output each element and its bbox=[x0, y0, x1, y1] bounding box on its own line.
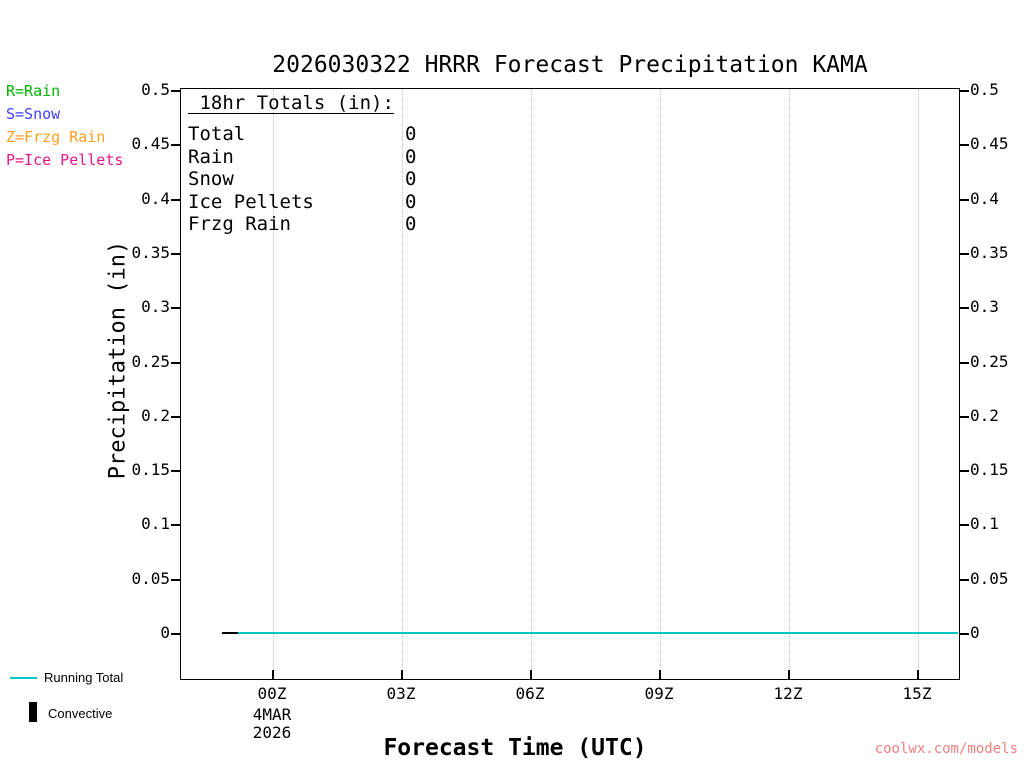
chart-title: 2026030322 HRRR Forecast Precipitation K… bbox=[272, 52, 868, 78]
totals-row-label: Frzg Rain bbox=[188, 213, 291, 235]
x-tick-mark bbox=[788, 670, 790, 679]
totals-row-label: Ice Pellets bbox=[188, 190, 314, 213]
y-tick-label-left: 0.1 bbox=[141, 514, 170, 533]
y-tick-label-left: 0.4 bbox=[141, 189, 170, 208]
x-tick-mark bbox=[401, 670, 403, 679]
precip-type-legend: R=Rain S=Snow Z=Frzg Rain P=Ice Pellets bbox=[6, 80, 123, 172]
x-axis-date-day: 4MAR bbox=[252, 705, 292, 724]
y-tick-label-right: 0.35 bbox=[970, 243, 1009, 262]
y-tick-mark-right bbox=[960, 253, 969, 255]
y-tick-label-left: 0.5 bbox=[141, 80, 170, 99]
plot-area bbox=[171, 88, 969, 680]
gridline bbox=[531, 89, 532, 679]
y-tick-mark-right bbox=[960, 90, 969, 92]
x-tick-mark bbox=[530, 670, 532, 679]
x-tick-label: 12Z bbox=[773, 684, 803, 703]
totals-heading: 18hr Totals (in): bbox=[188, 92, 394, 114]
x-tick-mark bbox=[272, 670, 274, 679]
totals-row: Total 0 bbox=[188, 123, 416, 146]
totals-row-value: 0 bbox=[405, 145, 417, 168]
x-tick-mark bbox=[659, 670, 661, 679]
y-tick-mark-right bbox=[960, 307, 969, 309]
gridline bbox=[789, 89, 790, 679]
y-tick-label-left: 0.25 bbox=[131, 352, 170, 371]
y-tick-mark-left bbox=[171, 307, 180, 309]
legend-snow: S=Snow bbox=[6, 105, 61, 123]
y-tick-label-right: 0.3 bbox=[970, 297, 999, 316]
gridline bbox=[273, 89, 274, 679]
y-tick-mark-left bbox=[171, 253, 180, 255]
convective-legend-label: Convective bbox=[48, 706, 113, 721]
y-tick-mark-left bbox=[171, 633, 180, 635]
y-tick-mark-left bbox=[171, 199, 180, 201]
x-tick-label: 03Z bbox=[386, 684, 416, 703]
y-tick-label-left: 0.2 bbox=[141, 406, 170, 425]
x-tick-label: 15Z bbox=[902, 684, 932, 703]
y-tick-mark-left bbox=[171, 90, 180, 92]
total-line-start-marker bbox=[222, 632, 238, 634]
totals-row-label: Rain bbox=[188, 145, 234, 168]
watermark: coolwx.com/models bbox=[874, 741, 1018, 757]
gridline bbox=[918, 89, 919, 679]
y-tick-mark-left bbox=[171, 416, 180, 418]
y-tick-label-left: 0.05 bbox=[131, 569, 170, 588]
y-tick-mark-left bbox=[171, 524, 180, 526]
y-tick-mark-right bbox=[960, 199, 969, 201]
legend-ice-pellets: P=Ice Pellets bbox=[6, 151, 124, 169]
legend-rain: R=Rain bbox=[6, 82, 61, 100]
y-tick-mark-left bbox=[171, 362, 180, 364]
totals-row-label: Total bbox=[188, 123, 246, 145]
y-tick-label-right: 0.1 bbox=[970, 514, 999, 533]
totals-row: Frzg Rain 0 bbox=[188, 213, 416, 236]
y-tick-label-left: 0.3 bbox=[141, 297, 170, 316]
running-total-legend-label: Running Total bbox=[44, 670, 124, 685]
y-tick-mark-right bbox=[960, 362, 969, 364]
totals-row-label: Snow bbox=[188, 168, 234, 190]
totals-row: Snow 0 bbox=[188, 168, 416, 191]
x-axis-label: Forecast Time (UTC) bbox=[383, 735, 647, 761]
legend-frzg-rain: Z=Frzg Rain bbox=[6, 128, 106, 146]
y-tick-label-right: 0.2 bbox=[970, 406, 999, 425]
x-tick-mark bbox=[917, 670, 919, 679]
totals-row-value: 0 bbox=[405, 213, 417, 235]
totals-panel: 18hr Totals (in): Total 0 Rain 0 Snow 0 … bbox=[188, 92, 416, 236]
y-tick-mark-right bbox=[960, 416, 969, 418]
running-total-line-swatch bbox=[10, 677, 37, 679]
y-tick-label-right: 0.45 bbox=[970, 134, 1009, 153]
y-tick-label-left: 0.45 bbox=[131, 134, 170, 153]
y-tick-mark-right bbox=[960, 633, 969, 635]
totals-row: Ice Pellets 0 bbox=[188, 190, 416, 214]
y-tick-mark-right bbox=[960, 470, 969, 472]
y-tick-label-left: 0.15 bbox=[131, 460, 170, 479]
convective-bar-swatch bbox=[29, 702, 37, 722]
y-tick-label-left: 0 bbox=[160, 623, 170, 642]
y-tick-mark-right bbox=[960, 524, 969, 526]
y-tick-label-right: 0.25 bbox=[970, 352, 1009, 371]
y-tick-label-right: 0.05 bbox=[970, 569, 1009, 588]
y-tick-mark-right bbox=[960, 144, 969, 146]
y-tick-mark-right bbox=[960, 579, 969, 581]
x-axis-date-year: 2026 bbox=[252, 723, 292, 742]
totals-row-value: 0 bbox=[405, 190, 417, 213]
totals-row: Rain 0 bbox=[188, 145, 416, 169]
y-tick-label-right: 0 bbox=[970, 623, 980, 642]
gridline bbox=[660, 89, 661, 679]
y-tick-mark-left bbox=[171, 579, 180, 581]
y-tick-mark-left bbox=[171, 470, 180, 472]
y-tick-label-left: 0.35 bbox=[131, 243, 170, 262]
y-tick-label-right: 0.15 bbox=[970, 460, 1009, 479]
y-tick-label-right: 0.4 bbox=[970, 189, 999, 208]
y-tick-mark-left bbox=[171, 144, 180, 146]
totals-row-value: 0 bbox=[405, 123, 417, 145]
x-tick-label: 00Z bbox=[257, 684, 287, 703]
x-tick-label: 09Z bbox=[644, 684, 674, 703]
x-tick-label: 06Z bbox=[515, 684, 545, 703]
totals-row-value: 0 bbox=[405, 168, 417, 190]
y-tick-label-right: 0.5 bbox=[970, 80, 999, 99]
gridline bbox=[402, 89, 403, 679]
running-total-line bbox=[238, 632, 958, 634]
